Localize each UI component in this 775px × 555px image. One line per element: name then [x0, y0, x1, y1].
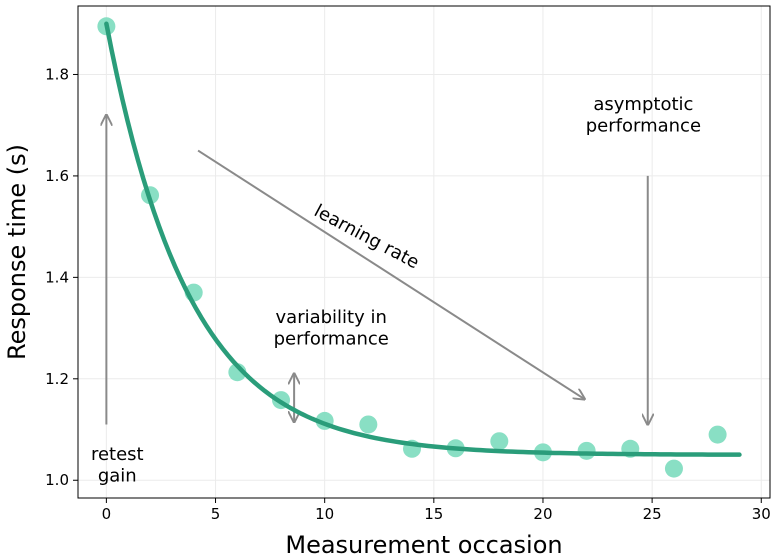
- data-point: [664, 459, 683, 478]
- x-tick-label: 0: [102, 505, 112, 523]
- x-tick-label: 15: [424, 505, 443, 523]
- x-tick-label: 25: [643, 505, 662, 523]
- annotation-text: retest gain: [91, 444, 144, 487]
- data-point: [577, 441, 596, 460]
- y-tick-label: 1.8: [45, 65, 69, 83]
- y-axis-label: Response time (s): [3, 144, 31, 360]
- x-axis-label: Measurement occasion: [285, 531, 562, 555]
- plot-frame: [77, 5, 771, 499]
- annotation-line: asymptotic: [593, 94, 693, 115]
- y-tick-label: 1.6: [45, 167, 69, 185]
- x-tick-label: 20: [533, 505, 552, 523]
- fitted-curve-group: [104, 21, 742, 457]
- data-point: [359, 415, 378, 434]
- fitted-curve: [104, 21, 742, 457]
- annotation-line: performance: [586, 116, 701, 137]
- annotation-line: performance: [274, 329, 389, 350]
- data-point: [490, 432, 509, 451]
- annotation-line: gain: [98, 466, 137, 487]
- grid: [78, 6, 770, 498]
- data-points: [97, 17, 727, 478]
- y-tick-label: 1.4: [45, 268, 69, 286]
- x-tick-label: 30: [752, 505, 771, 523]
- x-tick-label: 5: [211, 505, 221, 523]
- data-point: [708, 425, 727, 444]
- annotation-text: variability in performance: [274, 307, 389, 350]
- annotation-line: retest: [91, 444, 144, 465]
- annotation-line: variability in: [276, 307, 387, 328]
- annotation-arrow: [197, 149, 584, 400]
- annotation-text: learning rate: [311, 201, 423, 274]
- y-tick-label: 1.0: [45, 471, 69, 489]
- axis-ticks: 0 5 10 15 20 25 30 1.0 1.2 1.4 1.6 1.8: [45, 65, 771, 523]
- x-tick-label: 10: [315, 505, 334, 523]
- annotation-line: learning rate: [311, 201, 423, 274]
- annotation-text: asymptotic performance: [586, 94, 701, 137]
- y-tick-label: 1.2: [45, 370, 69, 388]
